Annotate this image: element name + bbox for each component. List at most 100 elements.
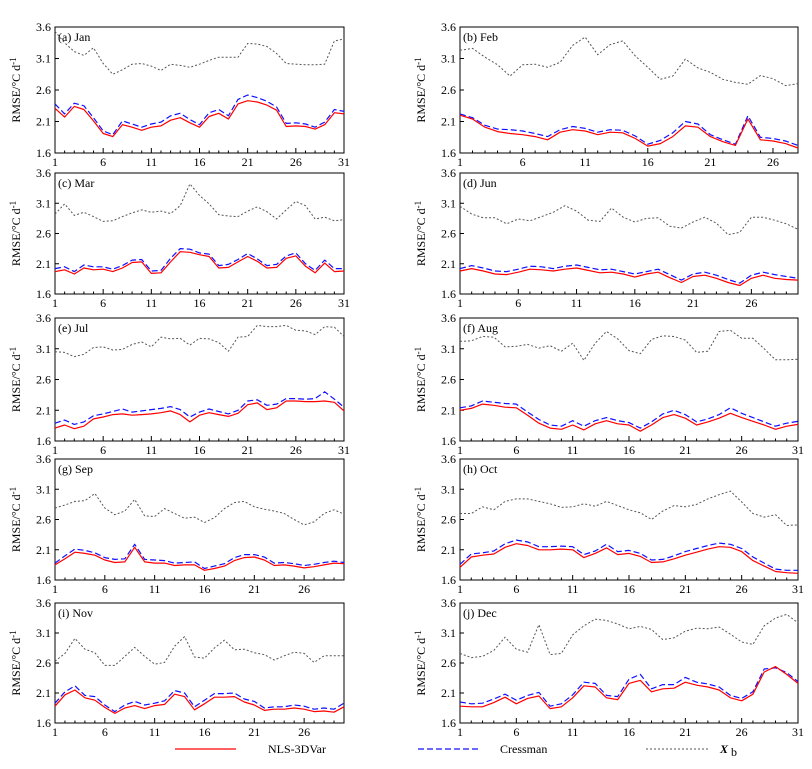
panel-label: (j) Dec	[463, 606, 497, 620]
panel-label: (h) Oct	[463, 462, 498, 476]
y-tick-label: 1.6	[441, 434, 456, 448]
x-tick-label: 26	[290, 155, 302, 169]
x-tick-label: 11	[146, 155, 158, 169]
y-axis-label: RMSE/°C d-1	[413, 201, 428, 266]
series-cressman-line	[459, 400, 799, 429]
series-cressman-line	[54, 543, 345, 570]
y-tick-label: 3.6	[36, 452, 51, 466]
series-xb-line	[459, 205, 799, 236]
y-axis-label-superscript: -1	[8, 57, 18, 65]
panel-frame	[459, 602, 799, 724]
x-tick-label: 21	[687, 296, 699, 310]
y-axis-label: RMSE/°C d-1	[8, 57, 23, 122]
x-tick-label: 21	[679, 725, 691, 739]
x-tick-label: 6	[520, 155, 526, 169]
y-tick-label: 3.1	[441, 342, 456, 356]
x-tick-label: 26	[298, 725, 310, 739]
series-xb-line	[460, 490, 799, 526]
panel-label: (b) Feb	[463, 30, 498, 44]
series-nls-line	[459, 543, 799, 574]
y-axis-label: RMSE/°C d-1	[8, 630, 23, 695]
x-tick-label: 31	[338, 155, 350, 169]
series-xb-line	[459, 613, 799, 659]
x-tick-label: 26	[745, 296, 757, 310]
series-nls-line	[459, 267, 799, 287]
y-axis-label-superscript: -1	[413, 57, 423, 65]
panel-frame	[459, 458, 799, 581]
series-nls-line	[54, 100, 345, 138]
x-tick-label: 26	[736, 443, 748, 457]
x-tick-label: 26	[736, 725, 748, 739]
y-tick-label: 1.6	[441, 287, 456, 301]
y-tick-label: 3.6	[441, 20, 456, 34]
y-tick-label: 2.1	[36, 543, 51, 557]
x-tick-label: 16	[198, 725, 210, 739]
y-tick-label: 2.6	[36, 83, 51, 97]
x-tick-label: 6	[100, 155, 106, 169]
x-tick-label: 11	[571, 296, 583, 310]
x-tick-label: 1	[457, 296, 463, 310]
series-cressman-line	[54, 248, 344, 273]
y-tick-label: 3.1	[36, 196, 51, 210]
panel-frame	[54, 172, 345, 295]
x-tick-label: 31	[792, 725, 804, 739]
x-tick-label: 1	[457, 582, 463, 596]
panel-label: (d) Jun	[463, 176, 497, 190]
y-tick-label: 3.6	[36, 311, 51, 325]
x-tick-label: 11	[567, 443, 579, 457]
y-tick-label: 2.6	[36, 656, 51, 670]
legend: NLS-3DVar Cressman X b	[175, 742, 737, 759]
x-tick-label: 16	[623, 443, 635, 457]
panel-label: (e) Jul	[58, 321, 89, 335]
series-cressman-line	[459, 113, 799, 146]
y-tick-label: 1.6	[441, 146, 456, 160]
y-tick-label: 3.1	[36, 626, 51, 640]
x-tick-label: 26	[298, 582, 310, 596]
series-nls-line	[459, 665, 799, 710]
series-xb-line	[54, 493, 345, 526]
y-tick-label: 3.6	[441, 311, 456, 325]
y-tick-label: 1.6	[36, 716, 51, 730]
y-axis-label-superscript: -1	[8, 487, 18, 495]
y-tick-label: 2.1	[441, 403, 456, 417]
y-tick-label: 2.1	[441, 115, 456, 129]
y-tick-label: 1.6	[36, 573, 51, 587]
y-tick-label: 3.6	[36, 596, 51, 610]
x-tick-label: 11	[146, 296, 158, 310]
x-tick-label: 21	[248, 582, 260, 596]
y-axis-label: RMSE/°C d-1	[413, 57, 428, 122]
series-cressman-line	[54, 391, 345, 425]
series-nls-line	[54, 400, 345, 430]
x-tick-label: 16	[623, 725, 635, 739]
panel-3: 1.62.12.63.13.61 6 11 16 21 26 31(c) MarRMSE/°…	[8, 166, 350, 310]
x-tick-label: 6	[102, 725, 108, 739]
panel-frame	[54, 317, 345, 442]
x-tick-label: 21	[704, 155, 716, 169]
panel-4: 1.62.12.63.13.61 6 11 16 21 26(d) JunRMSE/°C …	[413, 166, 799, 310]
panel-label: (c) Mar	[58, 176, 94, 190]
x-tick-label: 31	[792, 443, 804, 457]
x-tick-label: 1	[457, 725, 463, 739]
series-nls-line	[54, 689, 345, 715]
y-axis-label: RMSE/°C d-1	[8, 201, 23, 266]
y-axis-label-superscript: -1	[8, 630, 18, 638]
panel-9: 1.62.12.63.13.61 6 11 16 21 26(i) NovRMSE/°C …	[8, 596, 345, 739]
x-tick-label: 11	[146, 443, 158, 457]
x-tick-label: 6	[102, 582, 108, 596]
x-tick-label: 1	[52, 155, 58, 169]
y-axis-label: RMSE/°C d-1	[413, 487, 428, 552]
series-cressman-line	[459, 264, 799, 284]
y-tick-label: 2.6	[36, 513, 51, 527]
series-nls-line	[54, 251, 345, 275]
y-tick-label: 3.6	[441, 166, 456, 180]
y-tick-label: 2.1	[36, 257, 51, 271]
y-tick-label: 1.6	[441, 573, 456, 587]
x-tick-label: 6	[513, 443, 519, 457]
y-tick-label: 2.1	[36, 686, 51, 700]
legend-xb-label: X	[719, 742, 729, 756]
y-tick-label: 3.6	[441, 452, 456, 466]
y-tick-label: 3.1	[441, 196, 456, 210]
y-axis-label: RMSE/°C d-1	[8, 487, 23, 552]
x-tick-label: 16	[198, 582, 210, 596]
